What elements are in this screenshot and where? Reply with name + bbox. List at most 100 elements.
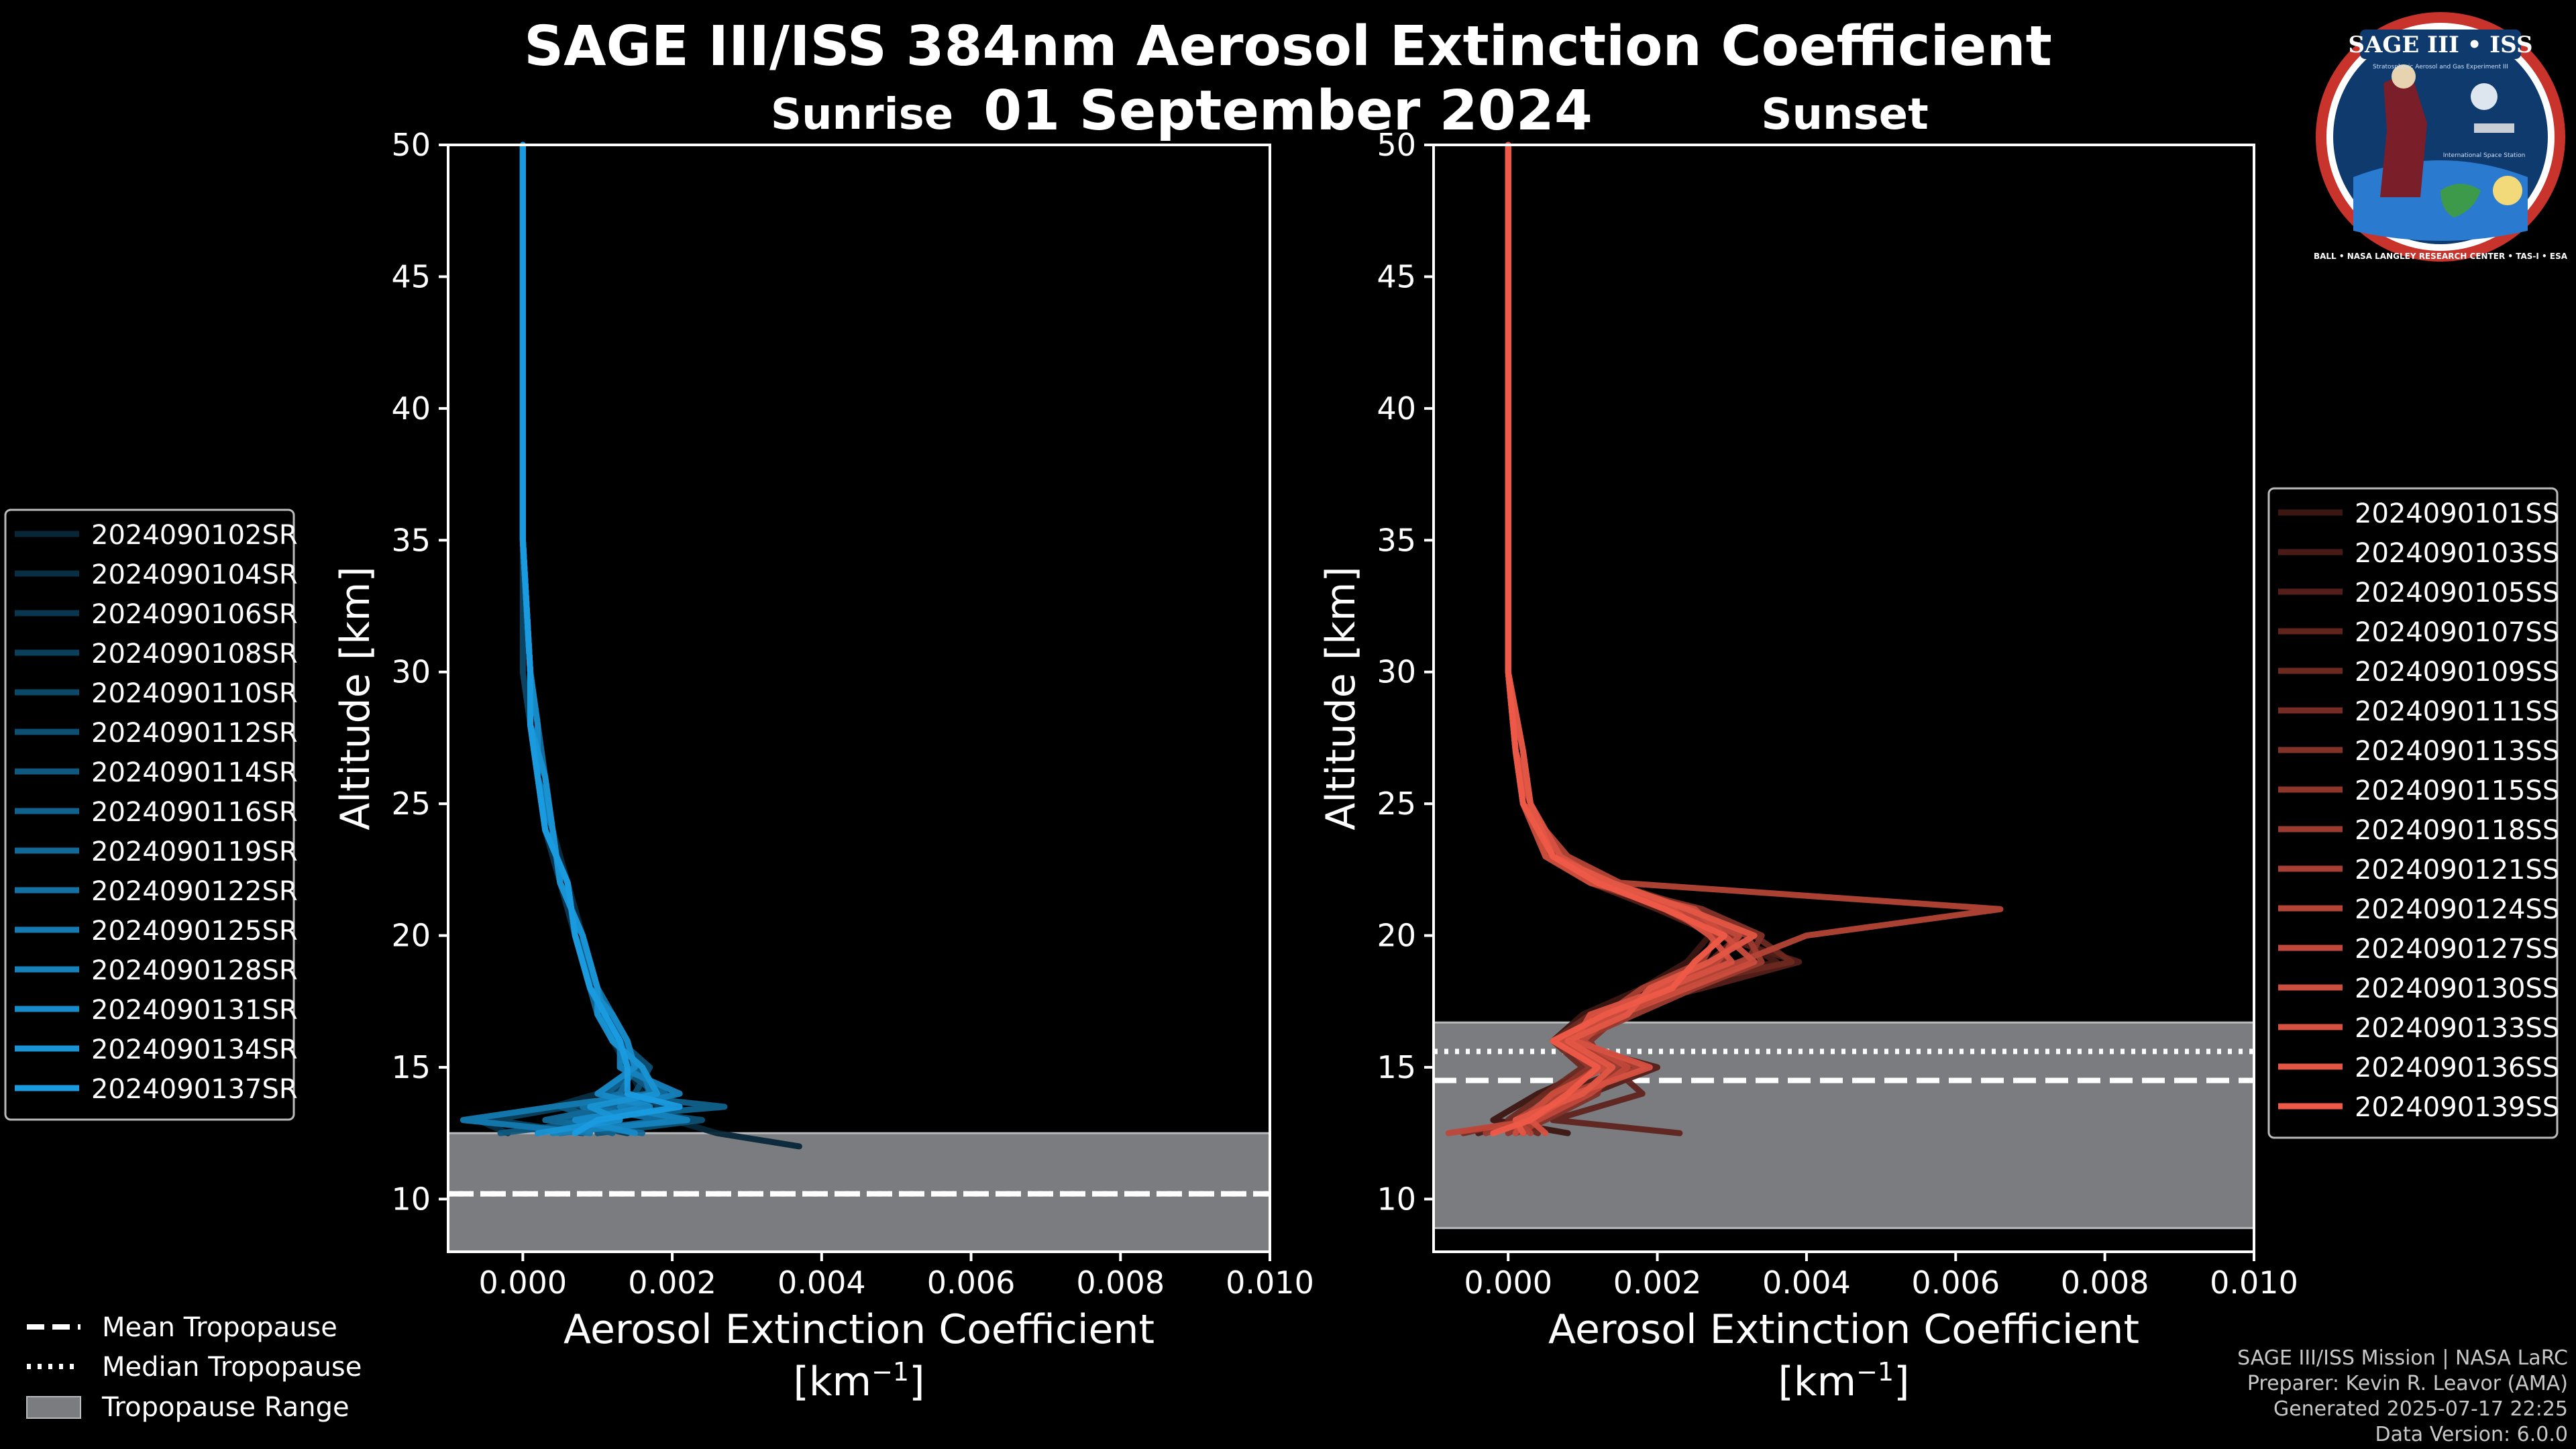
legend-label: 2024090104SR <box>91 559 298 590</box>
sunrise-legend: 2024090102SR 2024090104SR 2024090106SR 2024… <box>4 508 298 1121</box>
badge-station-text: International Space Station <box>2443 152 2526 159</box>
legend-label: 2024090106SR <box>91 599 298 630</box>
tropopause-range-swatch <box>26 1396 81 1419</box>
credit-preparer: Preparer: Kevin R. Leavor (AMA) <box>2247 1372 2568 1395</box>
iss-icon <box>2474 123 2514 133</box>
legend-label: 2024090137SR <box>91 1074 298 1105</box>
legend-label: 2024090134SR <box>91 1034 298 1065</box>
y-tick-label: 30 <box>1377 654 1416 690</box>
sunset-subtitle: Sunset <box>1761 90 1929 140</box>
figure-date: 01 September 2024 <box>983 79 1593 143</box>
legend-label: 2024090113SS <box>2355 736 2559 767</box>
y-tick-label: 45 <box>391 258 431 294</box>
y-tick-label: 35 <box>391 522 431 558</box>
legend-label: 2024090109SS <box>2355 657 2559 688</box>
legend-label: 2024090115SS <box>2355 775 2559 806</box>
legend-label: 2024090112SR <box>91 718 298 749</box>
legend-label: 2024090121SS <box>2355 855 2559 885</box>
y-tick-label: 50 <box>1377 127 1416 163</box>
legend-label: 2024090128SR <box>91 955 298 986</box>
y-axis-label: Altitude [km] <box>332 566 379 830</box>
continent-shape <box>2440 184 2481 217</box>
y-tick-label: 35 <box>1377 522 1416 558</box>
x-tick-label: 0.002 <box>1613 1265 1702 1301</box>
legend-label: 2024090124SS <box>2355 894 2559 925</box>
legend-label: 2024090127SS <box>2355 934 2559 965</box>
profile-line-2024090116SR <box>519 142 728 1136</box>
profile-line-2024090112SR <box>519 142 706 1136</box>
legend-label: 2024090125SR <box>91 916 298 947</box>
mean-tropopause-label: Mean Tropopause <box>102 1312 337 1343</box>
x-tick-label: 0.008 <box>2061 1265 2149 1301</box>
legend-label: 2024090131SR <box>91 995 298 1026</box>
y-tick-label: 40 <box>1377 390 1416 427</box>
y-tick-label: 15 <box>391 1049 431 1085</box>
median-tropopause-label: Median Tropopause <box>102 1352 362 1383</box>
y-tick-label: 30 <box>391 654 431 690</box>
legend-label: 2024090111SS <box>2355 696 2559 727</box>
y-tick-label: 25 <box>391 786 431 822</box>
x-axis-label: Aerosol Extinction Coefficient <box>564 1306 1155 1353</box>
wizard-head <box>2392 64 2416 89</box>
y-tick-label: 15 <box>1377 1049 1416 1085</box>
y-tick-label: 50 <box>391 127 431 163</box>
x-tick-label: 0.004 <box>1762 1265 1851 1301</box>
y-tick-label: 10 <box>391 1181 431 1217</box>
x-axis-label: Aerosol Extinction Coefficient <box>1548 1306 2139 1353</box>
credit-version: Data Version: 6.0.0 <box>2375 1423 2568 1446</box>
x-tick-label: 0.006 <box>927 1265 1016 1301</box>
legend-label: 2024090102SR <box>91 520 298 551</box>
x-axis-unit: [km−1] <box>793 1357 924 1405</box>
sun-icon <box>2493 176 2522 205</box>
sunrise-subtitle: Sunrise <box>770 90 954 140</box>
credits-block: SAGE III/ISS Mission | NASA LaRC Prepare… <box>2237 1346 2568 1448</box>
legend-label: 2024090105SS <box>2355 578 2559 608</box>
sunset-panel: 10 15 20 25 30 35 40 45 50 0.000 0.002 0.004 0.006 0.… <box>1318 127 2298 1405</box>
legend-label: 2024090119SR <box>91 837 298 867</box>
y-tick-label: 40 <box>391 390 431 427</box>
legend-label: 2024090110SR <box>91 678 298 709</box>
legend-label: 2024090114SR <box>91 757 298 788</box>
legend-label: 2024090122SR <box>91 876 298 907</box>
y-axis-label: Altitude [km] <box>1318 566 1364 830</box>
profile-line-2024090102SR <box>519 142 802 1150</box>
y-tick-label: 45 <box>1377 258 1416 294</box>
profile-line-2024090125SR <box>460 142 653 1136</box>
sage-iii-iss-badge: SAGE III • ISS Stratospheric Aerosol and… <box>2314 12 2568 262</box>
profile-line-2024090128SR <box>519 142 690 1136</box>
plot-frame <box>447 144 1271 1253</box>
y-tick-label: 20 <box>1377 918 1416 954</box>
legend-label: 2024090103SS <box>2355 538 2559 569</box>
x-axis-unit: [km−1] <box>1778 1357 1909 1405</box>
legend-label: 2024090101SS <box>2355 498 2559 529</box>
badge-ring-text: BALL • NASA LANGLEY RESEARCH CENTER • TA… <box>2314 252 2568 261</box>
legend-label: 2024090108SR <box>91 639 298 669</box>
legend-label: 2024090139SS <box>2355 1092 2559 1123</box>
wizard-figure <box>2380 70 2427 197</box>
x-tick-label: 0.004 <box>777 1265 866 1301</box>
credit-mission: SAGE III/ISS Mission | NASA LaRC <box>2237 1346 2568 1370</box>
y-tick-label: 20 <box>391 918 431 954</box>
profile-line-2024090104SR <box>475 142 645 1136</box>
plot-frame <box>1432 144 2255 1253</box>
tropopause-range-label: Tropopause Range <box>101 1392 350 1423</box>
x-tick-label: 0.010 <box>1226 1265 1314 1301</box>
legend-label: 2024090133SS <box>2355 1013 2559 1044</box>
credit-generated: Generated 2025-07-17 22:25 <box>2273 1397 2568 1421</box>
x-tick-label: 0.008 <box>1076 1265 1165 1301</box>
legend-label: 2024090116SR <box>91 797 298 828</box>
profile-line-2024090108SR <box>490 142 676 1136</box>
sunrise-panel: 10 15 20 25 30 35 40 45 50 0.000 0.002 0.004 0.006 0.… <box>332 127 1314 1405</box>
x-tick-label: 0.002 <box>628 1265 716 1301</box>
badge-experiment-text: Stratospheric Aerosol and Gas Experiment… <box>2373 64 2508 70</box>
legend-label: 2024090107SS <box>2355 617 2559 648</box>
x-tick-label: 0.000 <box>479 1265 568 1301</box>
legend-label: 2024090118SS <box>2355 815 2559 846</box>
x-tick-label: 0.010 <box>2210 1265 2298 1301</box>
y-tick-label: 10 <box>1377 1181 1416 1217</box>
figure-title: SAGE III/ISS 384nm Aerosol Extinction Co… <box>524 15 2052 78</box>
badge-title: SAGE III • ISS <box>2348 32 2532 58</box>
tropopause-legend: Mean Tropopause Median Tropopause Tropopau… <box>26 1312 362 1423</box>
badge-title-plate <box>2360 30 2521 59</box>
